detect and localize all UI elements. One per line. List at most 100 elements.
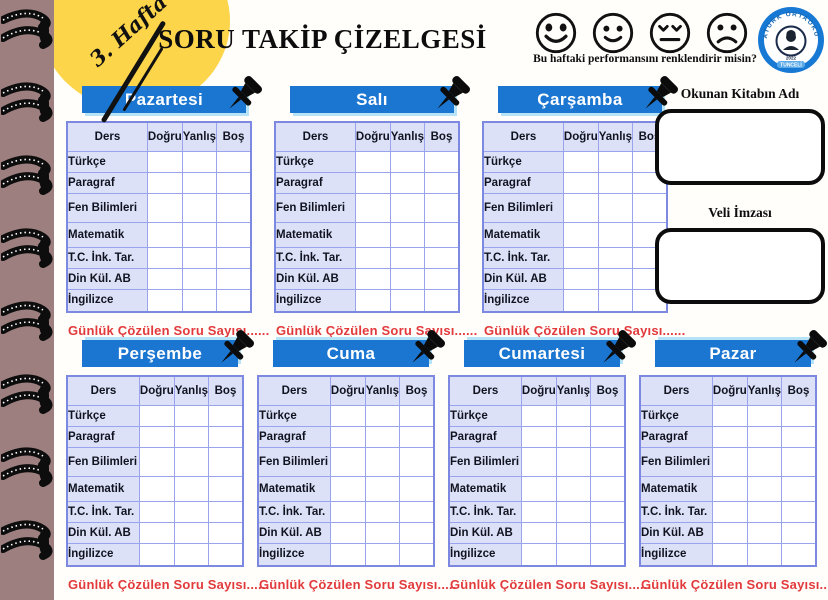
score-cell[interactable] bbox=[562, 268, 599, 290]
score-cell[interactable] bbox=[424, 222, 460, 248]
score-cell[interactable] bbox=[389, 247, 426, 269]
neutral-face-icon[interactable] bbox=[648, 11, 692, 55]
score-cell[interactable] bbox=[399, 447, 435, 477]
score-cell[interactable] bbox=[364, 543, 401, 566]
score-cell[interactable] bbox=[555, 476, 592, 502]
score-cell[interactable] bbox=[354, 222, 391, 248]
score-cell[interactable] bbox=[781, 426, 817, 448]
score-cell[interactable] bbox=[389, 193, 426, 223]
score-cell[interactable] bbox=[208, 501, 244, 523]
score-cell[interactable] bbox=[781, 405, 817, 427]
score-cell[interactable] bbox=[181, 289, 218, 312]
score-cell[interactable] bbox=[216, 172, 252, 194]
score-cell[interactable] bbox=[711, 522, 748, 544]
score-cell[interactable] bbox=[216, 222, 252, 248]
score-cell[interactable] bbox=[389, 289, 426, 312]
score-cell[interactable] bbox=[555, 405, 592, 427]
signature-box[interactable] bbox=[655, 228, 825, 304]
score-cell[interactable] bbox=[354, 247, 391, 269]
happy-face-icon[interactable] bbox=[591, 11, 635, 55]
score-cell[interactable] bbox=[562, 193, 599, 223]
score-cell[interactable] bbox=[173, 501, 210, 523]
score-cell[interactable] bbox=[389, 222, 426, 248]
score-cell[interactable] bbox=[364, 501, 401, 523]
score-cell[interactable] bbox=[216, 151, 252, 173]
score-cell[interactable] bbox=[208, 405, 244, 427]
score-cell[interactable] bbox=[146, 172, 183, 194]
score-cell[interactable] bbox=[364, 522, 401, 544]
score-cell[interactable] bbox=[389, 151, 426, 173]
score-cell[interactable] bbox=[424, 193, 460, 223]
score-cell[interactable] bbox=[746, 501, 783, 523]
score-cell[interactable] bbox=[208, 426, 244, 448]
sad-face-icon[interactable] bbox=[705, 11, 749, 55]
score-cell[interactable] bbox=[746, 426, 783, 448]
score-cell[interactable] bbox=[520, 426, 557, 448]
score-cell[interactable] bbox=[711, 476, 748, 502]
score-cell[interactable] bbox=[181, 151, 218, 173]
score-cell[interactable] bbox=[173, 522, 210, 544]
score-cell[interactable] bbox=[399, 426, 435, 448]
score-cell[interactable] bbox=[354, 151, 391, 173]
score-cell[interactable] bbox=[590, 543, 626, 566]
score-cell[interactable] bbox=[520, 405, 557, 427]
score-cell[interactable] bbox=[711, 543, 748, 566]
score-cell[interactable] bbox=[632, 193, 668, 223]
score-cell[interactable] bbox=[555, 543, 592, 566]
score-cell[interactable] bbox=[746, 447, 783, 477]
score-cell[interactable] bbox=[146, 193, 183, 223]
score-cell[interactable] bbox=[364, 476, 401, 502]
score-cell[interactable] bbox=[399, 522, 435, 544]
score-cell[interactable] bbox=[555, 522, 592, 544]
score-cell[interactable] bbox=[562, 151, 599, 173]
score-cell[interactable] bbox=[181, 193, 218, 223]
score-cell[interactable] bbox=[138, 522, 175, 544]
score-cell[interactable] bbox=[590, 501, 626, 523]
score-cell[interactable] bbox=[590, 476, 626, 502]
book-title-box[interactable] bbox=[655, 109, 825, 185]
score-cell[interactable] bbox=[597, 268, 634, 290]
score-cell[interactable] bbox=[597, 247, 634, 269]
score-cell[interactable] bbox=[711, 447, 748, 477]
score-cell[interactable] bbox=[781, 543, 817, 566]
score-cell[interactable] bbox=[329, 543, 366, 566]
score-cell[interactable] bbox=[138, 543, 175, 566]
score-cell[interactable] bbox=[424, 247, 460, 269]
score-cell[interactable] bbox=[146, 222, 183, 248]
score-cell[interactable] bbox=[364, 426, 401, 448]
score-cell[interactable] bbox=[354, 172, 391, 194]
score-cell[interactable] bbox=[746, 405, 783, 427]
score-cell[interactable] bbox=[520, 447, 557, 477]
score-cell[interactable] bbox=[590, 447, 626, 477]
score-cell[interactable] bbox=[329, 501, 366, 523]
score-cell[interactable] bbox=[781, 476, 817, 502]
score-cell[interactable] bbox=[555, 426, 592, 448]
score-cell[interactable] bbox=[389, 172, 426, 194]
score-cell[interactable] bbox=[329, 405, 366, 427]
very-happy-face-icon[interactable] bbox=[534, 11, 578, 55]
score-cell[interactable] bbox=[520, 501, 557, 523]
score-cell[interactable] bbox=[354, 268, 391, 290]
score-cell[interactable] bbox=[781, 522, 817, 544]
score-cell[interactable] bbox=[520, 476, 557, 502]
score-cell[interactable] bbox=[597, 193, 634, 223]
score-cell[interactable] bbox=[208, 476, 244, 502]
score-cell[interactable] bbox=[181, 172, 218, 194]
score-cell[interactable] bbox=[399, 543, 435, 566]
score-cell[interactable] bbox=[399, 476, 435, 502]
score-cell[interactable] bbox=[138, 501, 175, 523]
score-cell[interactable] bbox=[520, 522, 557, 544]
score-cell[interactable] bbox=[424, 268, 460, 290]
score-cell[interactable] bbox=[181, 222, 218, 248]
score-cell[interactable] bbox=[216, 193, 252, 223]
score-cell[interactable] bbox=[364, 405, 401, 427]
score-cell[interactable] bbox=[399, 405, 435, 427]
score-cell[interactable] bbox=[208, 543, 244, 566]
score-cell[interactable] bbox=[562, 222, 599, 248]
score-cell[interactable] bbox=[146, 151, 183, 173]
score-cell[interactable] bbox=[424, 151, 460, 173]
score-cell[interactable] bbox=[173, 405, 210, 427]
score-cell[interactable] bbox=[597, 151, 634, 173]
score-cell[interactable] bbox=[364, 447, 401, 477]
score-cell[interactable] bbox=[424, 172, 460, 194]
